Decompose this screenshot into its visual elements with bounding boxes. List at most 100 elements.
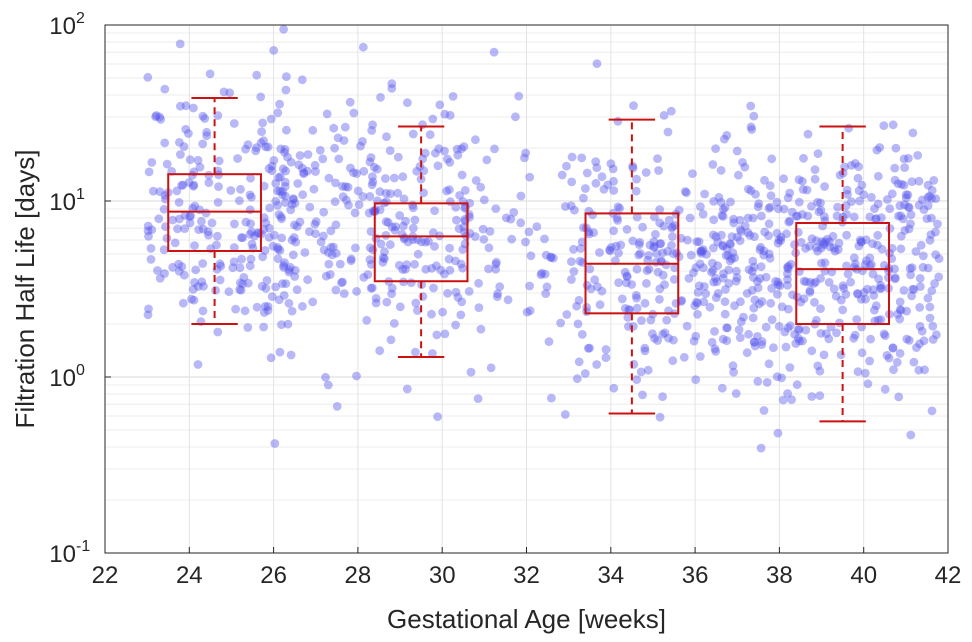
scatter-point	[631, 186, 641, 196]
scatter-point	[389, 173, 399, 183]
scatter-point	[297, 163, 307, 173]
scatter-point	[557, 170, 567, 180]
scatter-point	[185, 212, 195, 222]
scatter-point	[807, 201, 816, 211]
scatter-point	[174, 198, 184, 207]
scatter-point	[303, 166, 312, 176]
scatter-point	[798, 176, 807, 186]
scatter-point	[725, 239, 735, 249]
scatter-point	[143, 310, 153, 320]
scatter-point	[424, 236, 433, 246]
scatter-point	[850, 159, 860, 168]
scatter-point	[824, 334, 834, 344]
scatter-point	[365, 192, 375, 201]
scatter-point	[748, 256, 758, 266]
scatter-point	[366, 260, 376, 269]
scatter-point	[765, 202, 775, 212]
scatter-point	[642, 279, 651, 288]
scatter-point	[926, 230, 936, 240]
scatter-point	[694, 237, 704, 247]
scatter-point	[267, 161, 277, 171]
scatter-point	[162, 159, 172, 169]
scatter-point	[326, 243, 336, 252]
scatter-point	[853, 289, 862, 298]
y-tick-label: 10	[49, 365, 76, 392]
scatter-point	[720, 203, 730, 213]
scatter-point	[235, 196, 244, 206]
scatter-point	[556, 318, 565, 328]
scatter-point	[258, 118, 268, 128]
scatter-point	[668, 222, 677, 232]
scatter-point	[899, 180, 909, 190]
scatter-point	[653, 267, 663, 277]
scatter-point	[262, 276, 272, 285]
scatter-point	[832, 211, 842, 221]
scatter-point	[847, 161, 856, 170]
scatter-point	[708, 258, 717, 268]
scatter-point	[282, 125, 291, 135]
scatter-point	[833, 202, 842, 212]
scatter-point	[734, 170, 743, 180]
scatter-point	[709, 215, 719, 225]
scatter-point	[332, 402, 342, 411]
scatter-point	[144, 304, 153, 314]
scatter-point	[246, 219, 256, 229]
scatter-point	[628, 163, 638, 173]
scatter-point	[591, 157, 601, 167]
scatter-point	[780, 327, 790, 337]
scatter-point	[890, 175, 900, 185]
scatter-point	[428, 349, 437, 358]
x-tick-label: 22	[92, 562, 119, 589]
scatter-point	[352, 169, 362, 178]
scatter-point	[408, 223, 418, 233]
scatter-point	[387, 79, 397, 89]
scatter-point	[843, 269, 853, 279]
scatter-point	[658, 248, 667, 258]
scatter-point	[506, 214, 516, 224]
scatter-point	[284, 298, 294, 308]
scatter-point	[670, 221, 680, 230]
scatter-point	[722, 323, 731, 333]
scatter-point	[189, 295, 199, 305]
scatter-point	[839, 283, 849, 293]
scatter-point	[915, 339, 924, 349]
scatter-point	[315, 145, 325, 155]
scatter-point	[922, 214, 932, 224]
scatter-point	[372, 164, 382, 174]
scatter-point	[927, 185, 937, 195]
scatter-point	[842, 209, 851, 219]
scatter-point	[744, 265, 754, 274]
scatter-point	[746, 186, 756, 196]
scatter-point	[349, 108, 359, 118]
scatter-point	[760, 175, 769, 185]
scatter-point	[767, 283, 776, 293]
scatter-point	[898, 214, 908, 224]
scatter-point	[779, 174, 788, 184]
scatter-point	[544, 337, 554, 346]
scatter-point	[753, 283, 763, 293]
scatter-point	[159, 245, 169, 255]
scatter-point	[859, 190, 869, 200]
scatter-point	[880, 331, 890, 341]
scatter-point	[491, 204, 501, 214]
scatter-point	[436, 265, 446, 275]
scatter-point	[281, 166, 291, 176]
scatter-point	[833, 245, 843, 254]
scatter-point	[801, 277, 811, 287]
scatter-point	[791, 339, 801, 348]
scatter-point	[273, 186, 282, 196]
scatter-point	[906, 270, 915, 280]
scatter-point	[858, 266, 867, 276]
scatter-point	[745, 230, 755, 240]
scatter-point	[713, 261, 723, 271]
scatter-point	[401, 216, 410, 226]
y-tick-exponent: 0	[76, 362, 85, 379]
scatter-point	[247, 227, 256, 237]
scatter-point	[188, 170, 197, 180]
scatter-point	[906, 219, 915, 229]
scatter-point	[432, 330, 442, 340]
scatter-point	[394, 260, 404, 270]
scatter-point	[181, 124, 191, 134]
scatter-point	[655, 284, 665, 294]
scatter-point	[321, 271, 331, 281]
